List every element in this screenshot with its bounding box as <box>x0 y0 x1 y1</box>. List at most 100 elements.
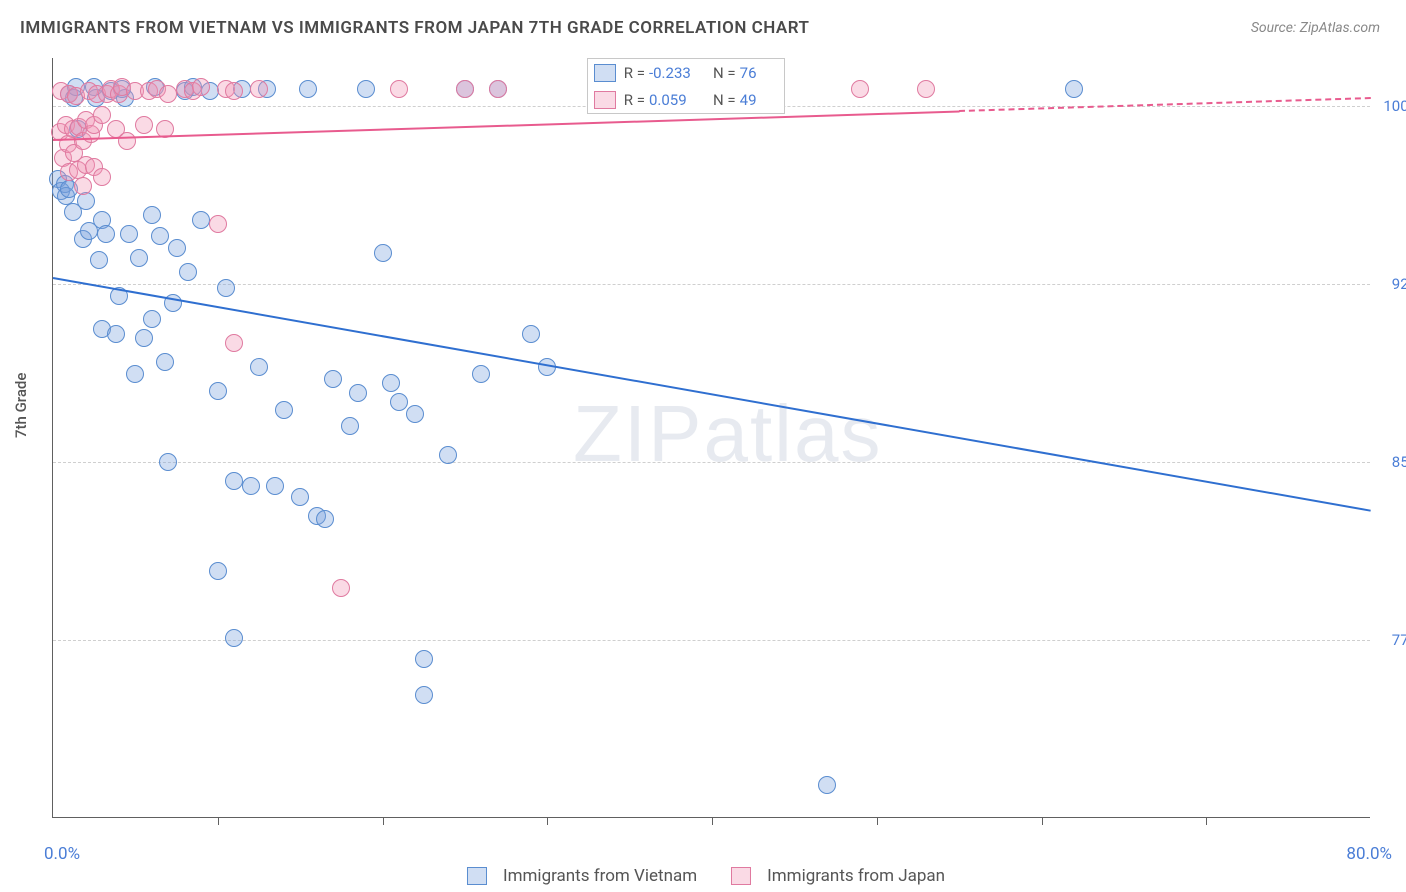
data-point <box>250 80 268 98</box>
data-point <box>225 82 243 100</box>
legend-bottom: Immigrants from Vietnam Immigrants from J… <box>461 866 945 886</box>
gridline <box>53 284 1370 285</box>
x-tick <box>547 817 548 825</box>
data-point <box>130 249 148 267</box>
y-tick-label: 92.5% <box>1392 275 1406 293</box>
data-point <box>143 206 161 224</box>
stats-legend: R =-0.233 N =76 R =0.059 N =49 <box>587 58 785 114</box>
data-point <box>324 370 342 388</box>
legend-swatch <box>731 867 751 885</box>
data-point <box>159 453 177 471</box>
data-point <box>341 417 359 435</box>
stat-n-label: N = <box>713 91 736 109</box>
x-tick <box>218 817 219 825</box>
stat-n-value: 76 <box>740 64 770 82</box>
data-point <box>93 106 111 124</box>
legend-label: Immigrants from Japan <box>767 866 945 886</box>
data-point <box>390 393 408 411</box>
x-min-label: 0.0% <box>44 844 80 864</box>
data-point <box>90 251 108 269</box>
data-point <box>851 80 869 98</box>
data-point <box>266 477 284 495</box>
data-point <box>143 310 161 328</box>
stat-r-label: R = <box>624 64 645 82</box>
data-point <box>159 85 177 103</box>
legend-swatch <box>467 867 487 885</box>
stat-r-label: R = <box>624 91 645 109</box>
y-tick-label: 77.5% <box>1392 631 1406 649</box>
data-point <box>349 384 367 402</box>
data-point <box>179 263 197 281</box>
gridline <box>53 640 1370 641</box>
x-tick <box>1206 817 1207 825</box>
data-point <box>209 562 227 580</box>
data-point <box>225 629 243 647</box>
x-tick <box>712 817 713 825</box>
data-point <box>135 116 153 134</box>
data-point <box>374 244 392 262</box>
data-point <box>225 472 243 490</box>
data-point <box>818 776 836 794</box>
legend-swatch <box>594 91 616 109</box>
y-axis-label: 7th Grade <box>12 373 30 438</box>
data-point <box>107 325 125 343</box>
data-point <box>390 80 408 98</box>
data-point <box>275 401 293 419</box>
x-tick <box>1042 817 1043 825</box>
data-point <box>126 365 144 383</box>
data-point <box>406 405 424 423</box>
y-tick-label: 85.0% <box>1392 453 1406 471</box>
data-point <box>225 334 243 352</box>
data-point <box>151 227 169 245</box>
watermark: ZIPatlas <box>573 388 882 480</box>
data-point <box>118 132 136 150</box>
data-point <box>299 80 317 98</box>
data-point <box>135 329 153 347</box>
data-point <box>382 374 400 392</box>
data-point <box>217 279 235 297</box>
data-point <box>472 365 490 383</box>
data-point <box>192 211 210 229</box>
data-point <box>1065 80 1083 98</box>
data-point <box>93 168 111 186</box>
legend-item: Immigrants from Vietnam <box>461 866 697 886</box>
data-point <box>156 353 174 371</box>
data-point <box>242 477 260 495</box>
data-point <box>97 225 115 243</box>
data-point <box>357 80 375 98</box>
y-tick-label: 100.0% <box>1383 97 1406 115</box>
data-point <box>74 177 92 195</box>
stats-row: R =-0.233 N =76 <box>588 59 784 86</box>
stat-n-value: 49 <box>740 91 770 109</box>
source-label: Source: ZipAtlas.com <box>1251 20 1380 36</box>
stat-n-label: N = <box>713 64 736 82</box>
data-point <box>456 80 474 98</box>
stats-row: R =0.059 N =49 <box>588 86 784 113</box>
data-point <box>415 650 433 668</box>
data-point <box>209 382 227 400</box>
data-point <box>120 225 138 243</box>
x-tick <box>383 817 384 825</box>
data-point <box>522 325 540 343</box>
trend-line <box>53 110 959 140</box>
x-max-label: 80.0% <box>1346 844 1392 864</box>
data-point <box>917 80 935 98</box>
data-point <box>168 239 186 257</box>
data-point <box>415 686 433 704</box>
legend-item: Immigrants from Japan <box>725 866 945 886</box>
data-point <box>316 510 334 528</box>
chart-title: IMMIGRANTS FROM VIETNAM VS IMMIGRANTS FR… <box>20 18 810 38</box>
legend-swatch <box>594 64 616 82</box>
plot-area: ZIPatlas 77.5%85.0%92.5%100.0%R =-0.233N… <box>52 58 1370 818</box>
data-point <box>209 215 227 233</box>
x-tick <box>877 817 878 825</box>
stat-r-value: -0.233 <box>649 64 699 82</box>
data-point <box>192 78 210 96</box>
legend-label: Immigrants from Vietnam <box>503 866 697 886</box>
data-point <box>332 579 350 597</box>
data-point <box>250 358 268 376</box>
stat-r-value: 0.059 <box>649 91 699 109</box>
data-point <box>291 488 309 506</box>
gridline <box>53 462 1370 463</box>
data-point <box>489 80 507 98</box>
